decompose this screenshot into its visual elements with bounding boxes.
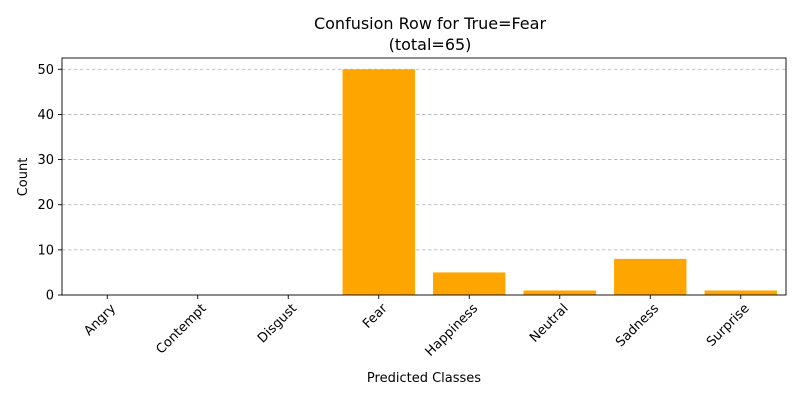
y-tick-label-0: 0 bbox=[46, 289, 54, 304]
bar-fear bbox=[342, 69, 415, 296]
x-tick-label-neutral: Neutral bbox=[527, 301, 572, 346]
bar-sadness bbox=[614, 258, 687, 295]
y-tick-label-3: 30 bbox=[37, 153, 54, 168]
x-axis-label: Predicted Classes bbox=[367, 371, 481, 386]
y-gridlines bbox=[62, 68, 786, 251]
bar-neutral bbox=[523, 290, 596, 295]
y-tick-label-1: 10 bbox=[37, 243, 54, 258]
y-ticks: 0 10 20 30 40 50 bbox=[37, 63, 62, 304]
y-tick-label-2: 20 bbox=[37, 198, 54, 213]
x-tick-label-fear: Fear bbox=[360, 301, 391, 332]
bar-series bbox=[342, 69, 777, 296]
x-tick-label-contempt: Contempt bbox=[153, 301, 209, 357]
plot-frame bbox=[61, 57, 787, 296]
bar-happiness bbox=[433, 272, 506, 295]
x-tick-label-surprise: Surprise bbox=[704, 301, 753, 350]
x-tick-label-angry: Angry bbox=[81, 301, 119, 339]
chart-subtitle: (total=65) bbox=[389, 35, 472, 54]
x-tick-label-disgust: Disgust bbox=[255, 301, 300, 346]
axes bbox=[61, 57, 787, 296]
y-tick-label-4: 40 bbox=[37, 108, 54, 123]
y-axis-label: Count bbox=[16, 158, 31, 197]
bar-surprise bbox=[704, 290, 777, 295]
x-tick-label-sadness: Sadness bbox=[613, 301, 662, 350]
x-tick-label-happiness: Happiness bbox=[423, 301, 482, 360]
chart-title: Confusion Row for True=Fear bbox=[314, 14, 546, 33]
y-tick-label-5: 50 bbox=[37, 63, 54, 78]
x-ticks: Angry Contempt Disgust Fear Happiness Neutral… bbox=[81, 295, 753, 360]
